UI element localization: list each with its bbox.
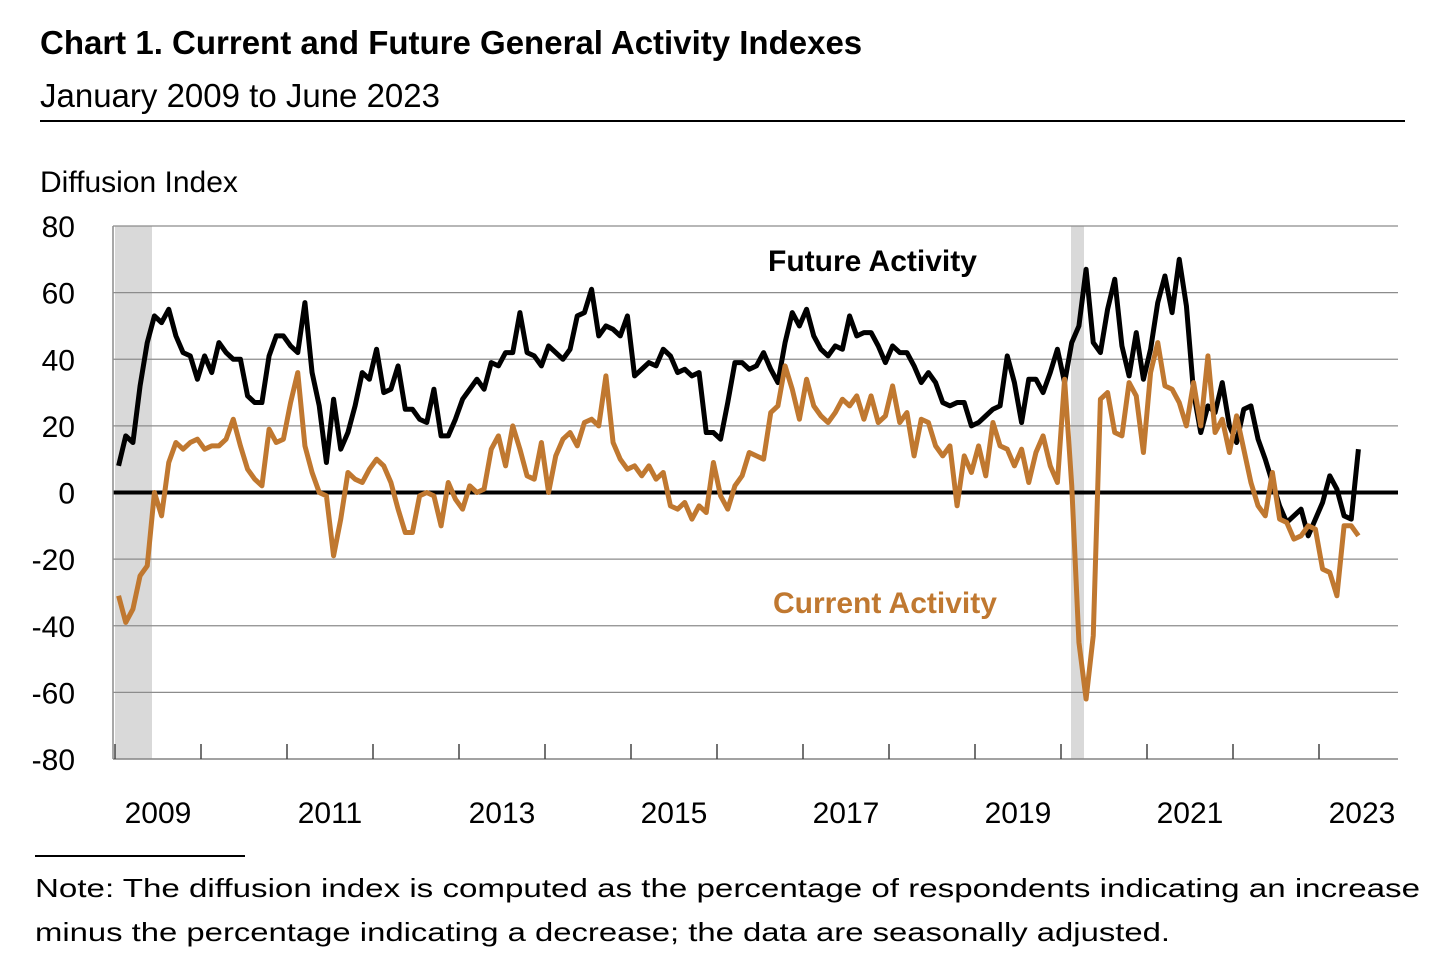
y-tick-label: 0 (58, 478, 75, 511)
series-line (116, 340, 1361, 702)
x-tick-label: 2009 (125, 797, 192, 830)
x-tick-label: 2023 (1329, 797, 1396, 830)
series-label: Future Activity (768, 245, 977, 278)
y-tick-label: 60 (42, 278, 75, 311)
x-tick-label: 2021 (1157, 797, 1224, 830)
x-tick-label: 2017 (813, 797, 880, 830)
y-tick-label: 40 (42, 344, 75, 377)
grid: -80 -60 -40 -20 0 20 40 60 80 2009 2011 2013 2015 201… (32, 211, 1398, 830)
y-tick-label: 80 (42, 211, 75, 244)
series: Future Activity Current Activity (116, 245, 1361, 702)
note: Note: The diffusion index is computed as… (35, 873, 1420, 903)
chart-title: Chart 1. Current and Future General Acti… (40, 24, 862, 61)
series-label: Current Activity (773, 587, 997, 620)
y-tick-label: -60 (32, 677, 75, 710)
x-tick-label: 2015 (641, 797, 708, 830)
series-line (116, 256, 1361, 539)
note: minus the percentage indicating a decrea… (35, 917, 1170, 947)
chart-subtitle: January 2009 to June 2023 (40, 77, 440, 114)
x-tick-label: 2011 (298, 797, 363, 830)
x-tick-label: 2019 (985, 797, 1052, 830)
x-tick-label: 2013 (469, 797, 536, 830)
y-tick-label: -20 (32, 544, 75, 577)
y-tick-label: -80 (32, 744, 75, 777)
y-axis-label: Diffusion Index (40, 166, 238, 199)
y-tick-label: 20 (42, 411, 75, 444)
y-tick-label: -40 (32, 611, 75, 644)
